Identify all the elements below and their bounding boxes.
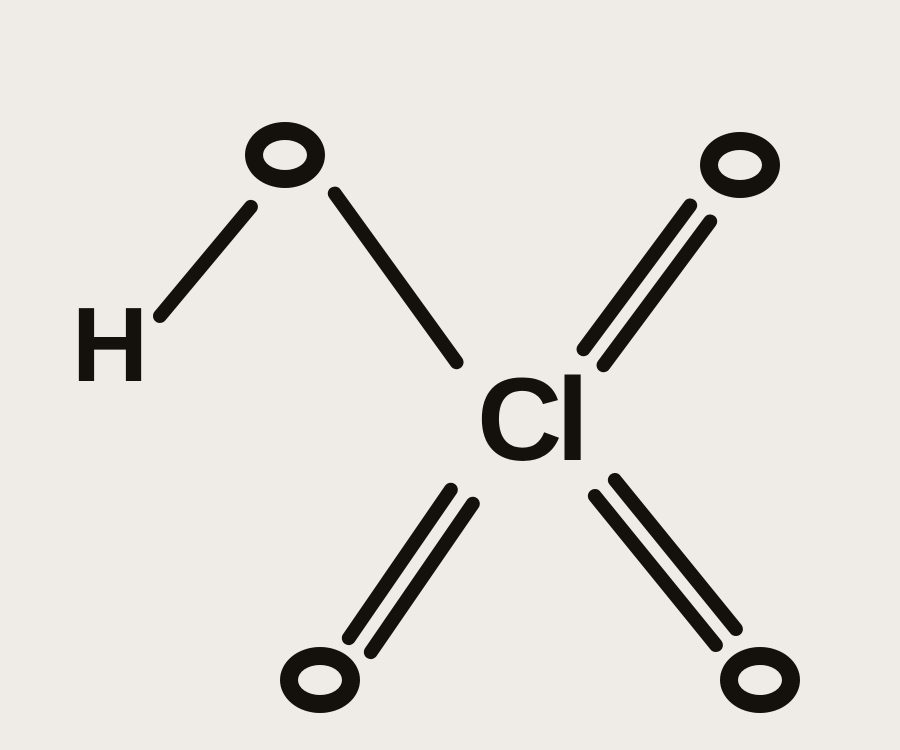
bond-cl_o_bottom_left-a <box>339 480 461 648</box>
atom-o_top_right <box>700 132 780 198</box>
molecule-diagram: Cl H <box>0 0 900 750</box>
atom-o_top_left <box>245 122 325 188</box>
bond-cl_o_bottom_right-b <box>605 470 746 639</box>
atom-o_bottom_right <box>720 647 800 713</box>
bond-cl_o_top_right-b <box>573 196 699 359</box>
atom-h: H <box>72 292 149 398</box>
bond-cl_o_bottom_right-a <box>585 486 726 655</box>
bond-o_cl <box>325 184 466 372</box>
atom-cl: Cl <box>477 361 583 479</box>
atom-o_bottom_left <box>280 647 360 713</box>
bond-o_h <box>150 197 261 326</box>
